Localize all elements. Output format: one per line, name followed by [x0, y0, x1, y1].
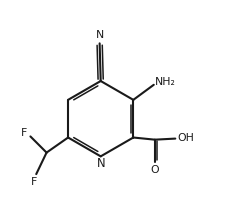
Text: OH: OH [177, 133, 194, 143]
Text: O: O [151, 165, 159, 175]
Text: NH₂: NH₂ [154, 77, 175, 87]
Text: N: N [96, 157, 105, 170]
Text: F: F [21, 128, 27, 138]
Text: F: F [31, 177, 37, 187]
Text: N: N [95, 30, 104, 40]
